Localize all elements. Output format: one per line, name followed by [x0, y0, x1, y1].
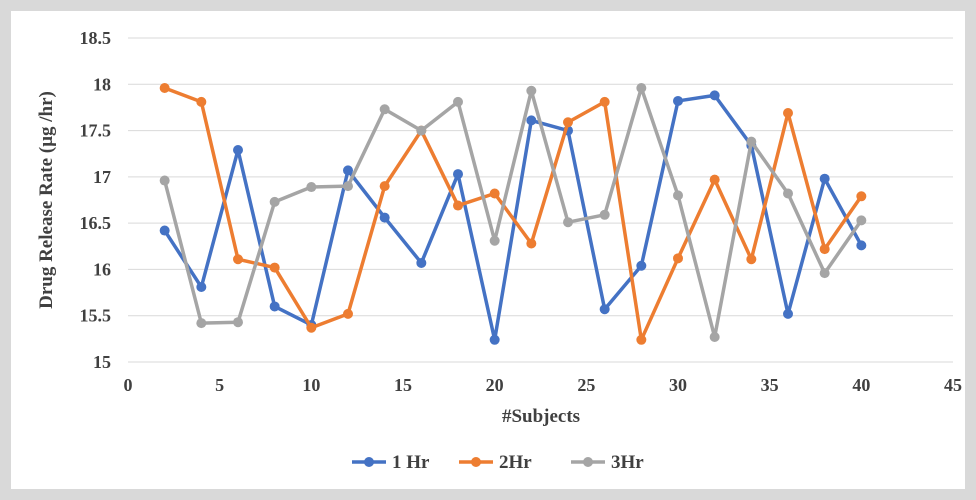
y-tick-label: 15 [93, 352, 111, 372]
x-tick-label: 0 [124, 375, 133, 395]
data-point [233, 145, 243, 156]
data-point [599, 96, 610, 107]
legend-label: 1 Hr [392, 452, 430, 473]
x-tick-label: 5 [215, 375, 224, 395]
y-tick-label: 16.5 [80, 213, 112, 233]
data-point [233, 254, 243, 265]
data-point [599, 209, 610, 220]
data-point [453, 169, 463, 180]
series-1 [159, 90, 867, 345]
legend: 1 Hr 2Hr 3Hr [352, 452, 644, 473]
x-tick-label: 40 [852, 375, 870, 395]
series-2 [159, 82, 867, 345]
data-point [673, 95, 683, 106]
data-point [819, 173, 830, 184]
data-point [563, 117, 573, 128]
data-point [269, 301, 280, 312]
data-point [489, 334, 500, 345]
series-lines [159, 82, 867, 345]
y-tick-label: 15.5 [80, 306, 112, 326]
data-point [306, 322, 317, 333]
y-tick-label: 17 [93, 167, 111, 187]
y-tick-label: 17.5 [80, 121, 112, 141]
data-point [196, 282, 207, 293]
y-tick-labels: 15 15.5 16 16.5 17 17.5 18 18.5 [80, 28, 112, 372]
data-point [856, 191, 867, 202]
data-point [269, 262, 280, 273]
legend-marker [583, 457, 593, 467]
data-point [159, 225, 170, 236]
data-point [783, 107, 793, 118]
data-point [563, 217, 573, 228]
series-line [163, 93, 863, 342]
data-point [306, 182, 317, 193]
data-point [526, 85, 537, 96]
data-point [673, 253, 683, 264]
data-point [746, 136, 757, 147]
data-point [856, 240, 867, 251]
y-tick-label: 18 [93, 74, 111, 94]
legend-item: 1 Hr [352, 452, 430, 473]
x-tick-labels: 0 5 10 15 20 25 30 35 40 45 [124, 375, 963, 395]
x-tick-label: 30 [669, 375, 687, 395]
data-point [709, 174, 720, 185]
x-tick-label: 35 [761, 375, 779, 395]
data-point [526, 238, 537, 249]
data-point [819, 268, 830, 279]
x-tick-label: 15 [394, 375, 412, 395]
data-point [379, 181, 390, 192]
data-point [379, 104, 390, 115]
data-point [343, 308, 353, 319]
y-tick-label: 16 [93, 259, 111, 279]
y-tick-label: 18.5 [80, 28, 112, 48]
data-point [526, 115, 537, 126]
data-point [636, 82, 647, 93]
data-point [379, 212, 390, 223]
data-point [159, 82, 170, 93]
legend-item: 3Hr [571, 452, 644, 473]
data-point [416, 257, 427, 268]
data-point [196, 318, 207, 329]
data-point [709, 332, 720, 343]
data-point [453, 200, 463, 211]
data-point [489, 235, 500, 246]
y-axis-title: Drug Release Rate (µg /hr) [36, 91, 57, 309]
data-point [783, 188, 793, 199]
x-tick-label: 10 [302, 375, 320, 395]
data-point [673, 190, 683, 201]
legend-item: 2Hr [459, 452, 532, 473]
data-point [599, 304, 610, 315]
data-point [343, 181, 353, 192]
data-point [196, 96, 207, 107]
x-axis-title: #Subjects [502, 406, 580, 427]
data-point [416, 125, 427, 136]
legend-marker [364, 457, 374, 467]
legend-label: 3Hr [611, 452, 644, 473]
gridlines [128, 37, 953, 363]
data-point [819, 244, 830, 255]
data-point [159, 175, 170, 186]
series-line [164, 86, 863, 342]
data-point [489, 188, 500, 199]
data-point [746, 254, 757, 265]
x-tick-label: 20 [486, 375, 504, 395]
data-point [783, 308, 793, 319]
data-point [343, 165, 353, 176]
data-point [636, 260, 647, 271]
x-tick-label: 45 [944, 375, 962, 395]
legend-label: 2Hr [499, 452, 532, 473]
data-point [636, 334, 647, 345]
data-point [453, 96, 463, 107]
x-tick-label: 25 [577, 375, 595, 395]
data-point [269, 196, 280, 207]
data-point [233, 317, 243, 328]
series-3 [159, 82, 867, 343]
series-line [162, 86, 863, 339]
legend-marker [471, 457, 481, 467]
data-point [709, 90, 720, 101]
data-point [856, 215, 867, 226]
